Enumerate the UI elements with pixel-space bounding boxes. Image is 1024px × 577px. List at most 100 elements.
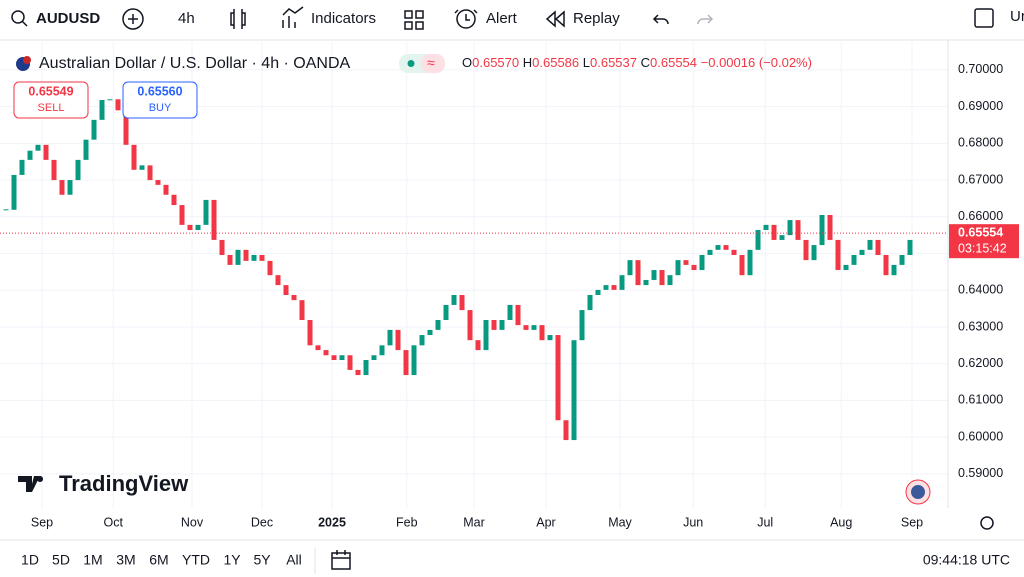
toolbar: AUDUSD 4h Indicators Alert Replay Ur bbox=[0, 6, 1024, 41]
candle bbox=[155, 180, 161, 185]
range-button[interactable]: 5Y bbox=[253, 552, 271, 568]
candle bbox=[843, 264, 849, 271]
calendar-icon[interactable] bbox=[331, 550, 351, 570]
settings-icon[interactable] bbox=[980, 516, 994, 530]
candle bbox=[643, 279, 649, 286]
candle bbox=[123, 110, 129, 145]
indicators-icon bbox=[282, 6, 304, 28]
sell-button[interactable] bbox=[13, 81, 89, 119]
candle bbox=[667, 275, 673, 286]
candle bbox=[835, 239, 841, 271]
legend: Australian Dollar / U.S. Dollar · 4h · O… bbox=[13, 54, 812, 119]
alert-icon-hands bbox=[454, 9, 478, 21]
candle bbox=[827, 214, 833, 240]
candle bbox=[883, 254, 889, 276]
range-button[interactable]: 5D bbox=[52, 552, 70, 568]
sell-price: 0.65549 bbox=[28, 84, 73, 98]
candle bbox=[779, 235, 785, 240]
x-tick-label: Dec bbox=[251, 515, 273, 529]
candle bbox=[555, 335, 561, 421]
add-symbol[interactable] bbox=[122, 8, 144, 30]
candle bbox=[371, 355, 377, 361]
y-tick-label: 0.69000 bbox=[958, 99, 1003, 113]
x-tick-label: Jun bbox=[683, 515, 703, 529]
candle bbox=[803, 239, 809, 261]
candle bbox=[211, 199, 217, 240]
undo[interactable] bbox=[652, 14, 669, 25]
logo-mark bbox=[18, 476, 44, 492]
candle bbox=[611, 285, 617, 290]
symbol[interactable]: AUDUSD bbox=[36, 10, 100, 27]
candle bbox=[227, 254, 233, 265]
y-tick-label: 0.63000 bbox=[958, 319, 1003, 333]
candle bbox=[179, 205, 185, 225]
y-tick-label: 0.70000 bbox=[958, 62, 1003, 76]
range-button[interactable]: 1Y bbox=[223, 552, 241, 568]
window-icon[interactable] bbox=[974, 8, 994, 28]
candle bbox=[683, 260, 689, 265]
candle bbox=[523, 325, 529, 330]
candle bbox=[651, 270, 657, 280]
ohlc-letter: O bbox=[462, 55, 472, 70]
candle bbox=[763, 224, 769, 231]
candle bbox=[787, 220, 793, 236]
range-button[interactable]: 6M bbox=[149, 552, 168, 568]
candle bbox=[571, 340, 577, 441]
x-tick-label: Jul bbox=[757, 515, 773, 529]
market-open-dot bbox=[407, 60, 415, 67]
range-button[interactable]: YTD bbox=[182, 552, 210, 568]
interval[interactable]: 4h bbox=[178, 10, 195, 27]
candle bbox=[907, 239, 913, 255]
candle bbox=[67, 180, 73, 195]
sell-label: SELL bbox=[38, 102, 65, 114]
range-button[interactable]: 3M bbox=[116, 552, 135, 568]
candle bbox=[395, 329, 401, 351]
y-tick-label: 0.66000 bbox=[958, 209, 1003, 223]
candle bbox=[43, 144, 49, 160]
indicators-button[interactable]: Indicators bbox=[311, 10, 376, 27]
buy-button[interactable] bbox=[122, 81, 198, 119]
last-price-box bbox=[949, 224, 1019, 259]
range-button[interactable]: 1M bbox=[83, 552, 102, 568]
candle bbox=[771, 224, 777, 240]
candle bbox=[347, 355, 353, 370]
y-tick-label: 0.61000 bbox=[958, 393, 1003, 407]
candle bbox=[91, 119, 97, 140]
x-tick-label: Nov bbox=[181, 515, 204, 529]
candle bbox=[635, 260, 641, 286]
candle bbox=[811, 245, 817, 261]
candle bbox=[411, 345, 417, 376]
truncated-button[interactable]: Ur bbox=[1010, 8, 1024, 25]
range-button[interactable]: All bbox=[286, 552, 302, 568]
chart-type-icon[interactable] bbox=[230, 9, 246, 29]
candle bbox=[795, 220, 801, 240]
candle bbox=[739, 254, 745, 276]
x-tick-label: Sep bbox=[901, 515, 923, 529]
replay-button[interactable]: Replay bbox=[573, 10, 620, 27]
ohlc-letter: L bbox=[583, 55, 590, 70]
search-icon[interactable] bbox=[11, 10, 25, 24]
candle bbox=[259, 254, 265, 261]
alert-button[interactable]: Alert bbox=[486, 10, 518, 27]
redo[interactable] bbox=[697, 14, 714, 25]
candle bbox=[419, 335, 425, 346]
candle bbox=[467, 310, 473, 341]
clock[interactable]: 09:44:18 UTC bbox=[923, 552, 1010, 568]
x-tick-label: Sep bbox=[31, 515, 53, 529]
candle bbox=[195, 224, 201, 231]
candle bbox=[27, 150, 33, 160]
ohlc-value: 0.65537 bbox=[590, 55, 637, 70]
candle bbox=[731, 249, 737, 255]
alert-icon bbox=[456, 9, 476, 29]
candle bbox=[235, 249, 241, 265]
range-button[interactable]: 1D bbox=[21, 552, 39, 568]
layout-icon[interactable] bbox=[404, 10, 424, 30]
candle bbox=[435, 319, 441, 330]
candle bbox=[379, 345, 385, 356]
y-tick-label: 0.64000 bbox=[958, 283, 1003, 297]
candle bbox=[387, 329, 393, 346]
candle bbox=[891, 264, 897, 276]
search-icon-handle bbox=[21, 20, 28, 27]
candle bbox=[339, 355, 345, 361]
flag-icon-2 bbox=[23, 56, 31, 64]
